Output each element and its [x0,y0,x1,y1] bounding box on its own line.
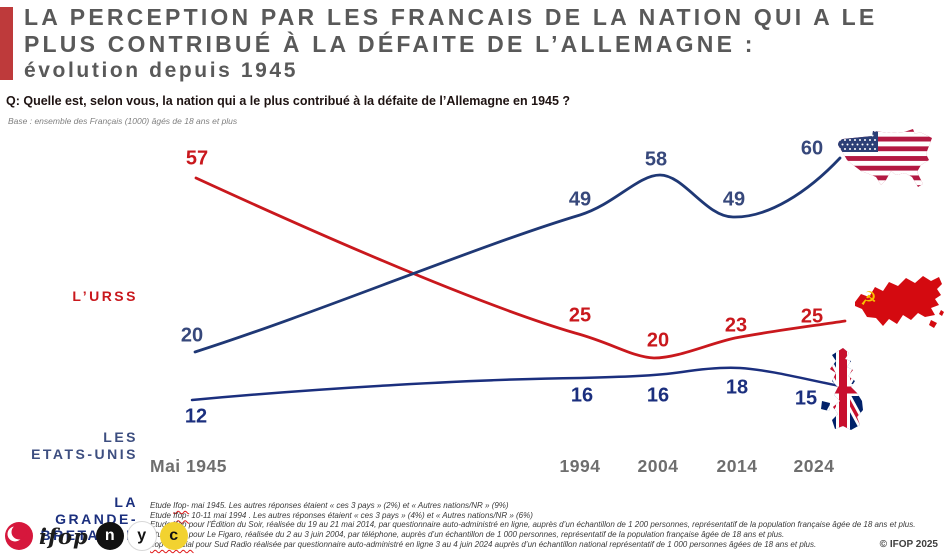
hammer-sickle-icon: ☭ [860,289,877,310]
methodology-footnotes: Etude Ifop- mai 1945. Les autres réponse… [150,501,945,550]
data-label-usa-1994: 49 [568,188,592,211]
x-tick-1945: Mai 1945 [150,456,227,476]
data-label-gb-1945: 12 [184,405,208,428]
uk-map-flag-icon [821,348,863,430]
data-label-urss-1994: 25 [568,304,592,327]
legend-usa-line1: LES [103,429,138,445]
gb-line [190,366,847,402]
survey-question: Q: Quelle est, selon vous, la nation qui… [6,94,571,108]
x-tick-2014: 2014 [716,456,758,476]
usa-line [193,156,842,354]
x-tick-2024: 2024 [793,456,835,476]
data-label-urss-2014: 23 [724,314,748,337]
ifop-logo-icon [5,522,33,550]
legend-gb-line1: LA [114,494,138,510]
title-accent-bar [0,7,13,80]
usa-map-flag-icon [838,129,932,187]
footnote-pre: Etude [150,501,174,510]
nyc-logo-y: y [126,521,157,551]
data-label-usa-2014: 49 [722,188,746,211]
footnote-rest: 10-11 mai 1994 . Les autres réponses éta… [189,510,533,520]
ussr-map-flag-icon: ☭ [855,276,944,328]
data-label-usa-1945: 20 [180,324,204,347]
sample-base-note: Base : ensemble des Français (1000) âgés… [8,116,238,126]
footnote-brand: Ifop- [173,510,190,520]
data-label-urss-2004: 20 [646,329,670,352]
data-label-gb-1994: 16 [570,384,594,407]
footnote-pre: Etude [150,510,174,520]
data-label-gb-2004: 16 [646,384,670,407]
urss-line [194,176,847,360]
line-chart: L’URSS LES ETATS-UNIS LA GRANDE- BRETAGN… [0,129,945,543]
footnote-line: Etude Ifop- mai 1945. Les autres réponse… [150,501,945,511]
footnote-line: Etude Ifop- 10-11 mai 1994 . Les autres … [150,511,945,521]
data-label-urss-2024: 25 [800,305,824,328]
legend-etats-unis: LES ETATS-UNIS [28,429,138,462]
title-line-3: évolution depuis 1945 [24,59,298,82]
footnote-rest: pour l’Édition du Soir, réalisée du 19 a… [186,520,916,530]
nyc-logo-n: n [95,522,124,550]
nyc-logo-c: c [159,522,188,550]
data-label-usa-2004: 58 [644,148,668,171]
data-label-gb-2024: 15 [794,387,818,410]
footnote-rest: pour Sud Radio réalisée par questionnair… [193,539,817,549]
footnote-line: Ifop-Fiducial pour Sud Radio réalisée pa… [150,540,945,550]
copyright-notice: © IFOP 2025 [879,539,938,550]
footnote-rest: mai 1945. Les autres réponses étaient « … [189,501,509,510]
data-label-urss-1945: 57 [185,147,209,170]
x-tick-1994: 1994 [559,456,601,476]
page-title: LA PERCEPTION PAR LES FRANCAIS DE LA NAT… [24,4,877,83]
ifop-logo-text: ifop [39,523,89,549]
title-line-1: LA PERCEPTION PAR LES FRANCAIS DE LA NAT… [24,4,878,30]
legend-urss: L’URSS [28,288,138,305]
footnote-line: Etude Ifop pour l’Édition du Soir, réali… [150,520,945,530]
legend-urss-label: L’URSS [72,288,138,304]
chart-lines [190,156,847,402]
legend-usa-line2: ETATS-UNIS [31,445,138,462]
footnote-line: Etude Ifop pour Le Figaro, réalisée du 2… [150,530,945,540]
footnote-rest: pour Le Figaro, réalisée du 2 au 3 juin … [186,530,785,540]
footnote-pre: Etude [150,520,174,530]
footnote-brand: Ifop- [173,501,190,510]
title-line-2: PLUS CONTRIBUÉ À LA DÉFAITE DE L’ALLEMAG… [24,31,756,57]
x-tick-2004: 2004 [637,456,679,476]
ifop-nyc-logo: ifop n y c [4,521,188,551]
data-label-usa-2024: 60 [800,137,824,160]
data-label-gb-2014: 18 [725,376,749,399]
